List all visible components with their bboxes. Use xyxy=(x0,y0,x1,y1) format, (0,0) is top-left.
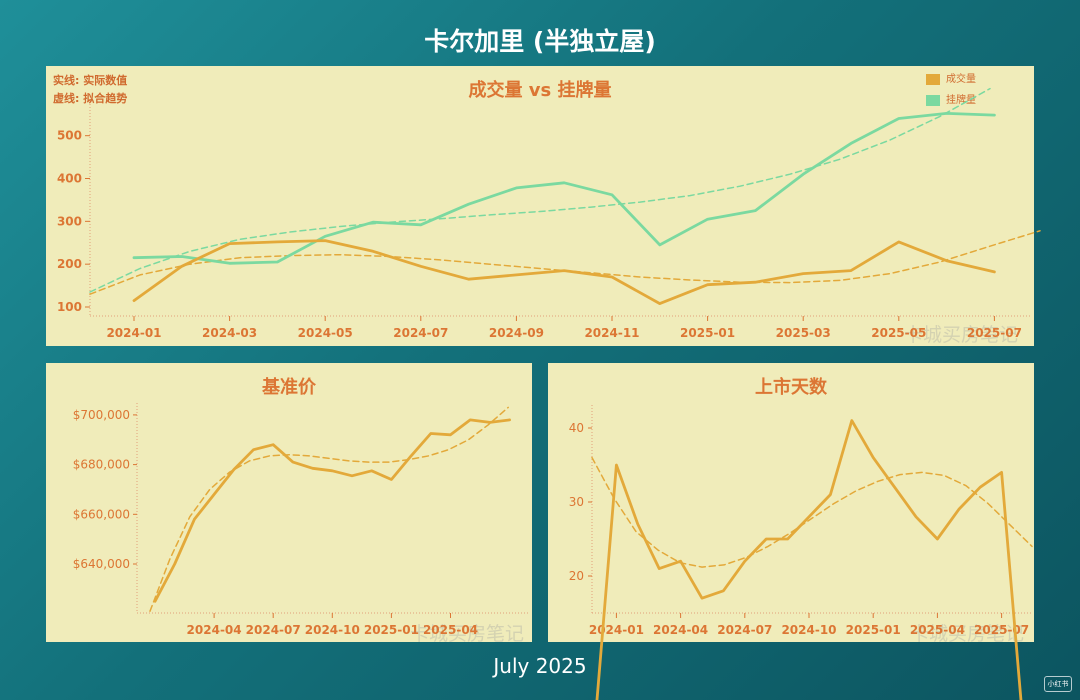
y-tick-label: $700,000 xyxy=(73,408,130,422)
series-line-price xyxy=(153,418,511,603)
y-tick-label: 100 xyxy=(57,300,82,314)
x-tick-label: 2025-03 xyxy=(776,326,831,340)
x-tick-label: 2024-07 xyxy=(393,326,448,340)
trend-line-price xyxy=(149,406,509,612)
x-tick-label: 2024-07 xyxy=(246,623,301,637)
series-line-sales xyxy=(132,239,996,305)
y-tick-label: 200 xyxy=(57,257,82,271)
x-tick-label: 2024-10 xyxy=(781,623,836,637)
x-tick-label: 2024-01 xyxy=(106,326,161,340)
footer-date: July 2025 xyxy=(493,654,587,678)
x-tick-label: 2024-04 xyxy=(653,623,708,637)
platform-badge: 小红书 xyxy=(1044,676,1072,692)
x-tick-label: 2024-04 xyxy=(187,623,242,637)
y-tick-label: 300 xyxy=(57,214,82,228)
y-tick-label: 30 xyxy=(569,495,584,509)
x-tick-label: 2024-01 xyxy=(589,623,644,637)
x-tick-label: 2024-10 xyxy=(305,623,360,637)
x-tick-label: 2024-07 xyxy=(717,623,772,637)
x-tick-label: 2024-03 xyxy=(202,326,257,340)
watermark: 卡城买房笔记 xyxy=(904,324,1019,346)
sales-vs-listings-chart: 100 200 300 400 500 2024-01 2024-03 2024-05 2024… xyxy=(57,87,1041,340)
legend-label-listings: 挂牌量 xyxy=(946,95,976,106)
x-tick-label: 2025-05 xyxy=(871,326,926,340)
y-tick-label: 20 xyxy=(569,569,584,583)
x-tick-label: 2025-01 xyxy=(680,326,735,340)
series-line-listings xyxy=(132,112,996,265)
x-tick-label: 2024-05 xyxy=(298,326,353,340)
legend-note-dashed: 虚线: 拟合趋势 xyxy=(53,92,128,105)
y-tick-label: $660,000 xyxy=(73,507,130,521)
x-tick-label: 2025-04 xyxy=(423,623,478,637)
y-tick-label: 500 xyxy=(57,129,82,143)
days-on-market-title: 上市天数 xyxy=(755,377,827,398)
legend-note-solid: 实线: 实际数值 xyxy=(53,74,128,87)
trend-line-listings xyxy=(89,87,991,293)
benchmark-price-title: 基准价 xyxy=(262,377,316,398)
y-tick-label: 400 xyxy=(57,172,82,186)
x-tick-label: 2024-09 xyxy=(489,326,544,340)
y-tick-label: $640,000 xyxy=(73,557,130,571)
y-tick-label: 40 xyxy=(569,421,584,435)
legend-swatch-sales xyxy=(926,73,940,85)
x-tick-label: 2025-01 xyxy=(364,623,419,637)
trend-line-days xyxy=(591,456,1033,568)
legend-item-listings: 挂牌量 xyxy=(926,91,976,106)
x-tick-label: 2025-04 xyxy=(910,623,965,637)
sales-vs-listings-panel: 实线: 实际数值 虚线: 拟合趋势 成交量 vs 挂牌量 成交量 挂牌量 卡城买… xyxy=(46,66,1041,346)
x-tick-label: 2025-01 xyxy=(846,623,901,637)
days-on-market-panel: 上市天数 卡城买房笔记 20 30 40 2024-01 2024-04 2024-07 2… xyxy=(548,363,1034,700)
benchmark-price-chart: $640,000 $660,000 $680,000 $700,000 2024-04 2… xyxy=(73,403,530,637)
x-tick-label: 2024-11 xyxy=(584,326,639,340)
y-tick-label: $680,000 xyxy=(73,458,130,472)
x-tick-label: 2025-07 xyxy=(967,326,1022,340)
watermark: 卡城买房笔记 xyxy=(910,623,1025,645)
benchmark-price-panel: 基准价 卡城买房笔记 $640,000 $660,000 $680,000 $700,… xyxy=(46,363,532,645)
series-line-days xyxy=(595,419,1023,700)
page-title: 卡尔加里 (半独立屋) xyxy=(424,27,656,56)
watermark: 卡城买房笔记 xyxy=(410,623,525,645)
legend-item-sales: 成交量 xyxy=(926,70,976,85)
legend-swatch-listings xyxy=(926,94,940,106)
x-tick-label: 2025-07 xyxy=(974,623,1029,637)
days-on-market-chart: 20 30 40 2024-01 2024-04 2024-07 2024-10 2025-0… xyxy=(569,405,1033,700)
sales-vs-listings-title: 成交量 vs 挂牌量 xyxy=(468,80,612,101)
legend-label-sales: 成交量 xyxy=(946,74,976,85)
